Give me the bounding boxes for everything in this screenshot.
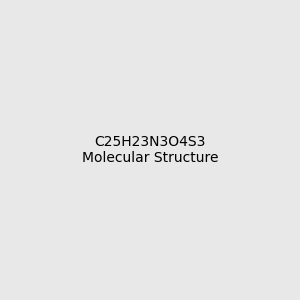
Text: C25H23N3O4S3
Molecular Structure: C25H23N3O4S3 Molecular Structure xyxy=(82,135,218,165)
